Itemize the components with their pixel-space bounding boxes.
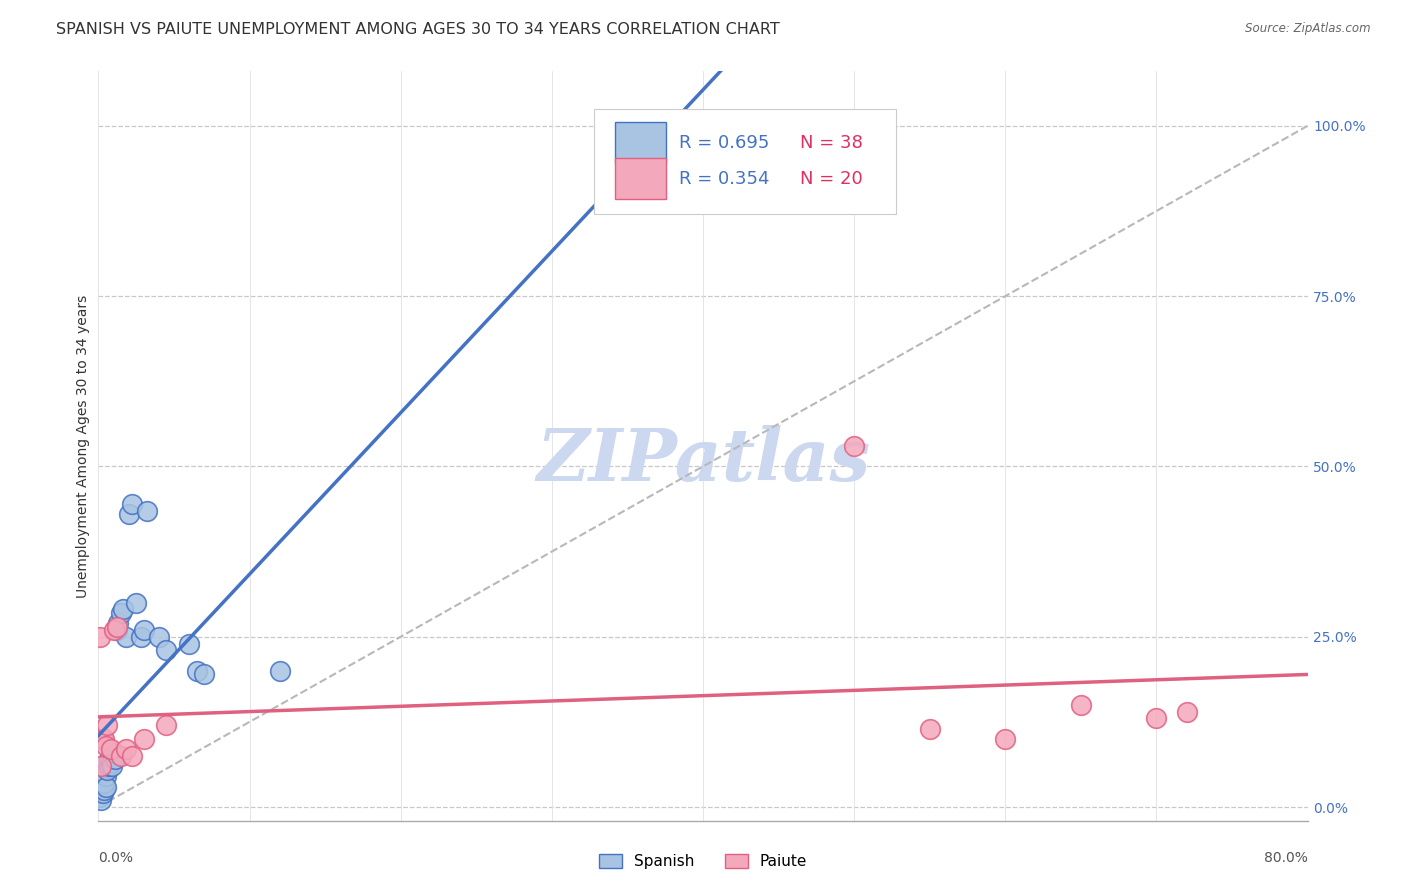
FancyBboxPatch shape [595,109,897,214]
Point [100,742,122,756]
Point [91,772,114,787]
Point [98,752,121,766]
Point [93,731,115,746]
Text: R = 0.695: R = 0.695 [679,134,769,152]
Point [918,722,941,736]
Point [1070,698,1092,712]
Point [96,718,118,732]
Point [103,746,125,760]
Text: SPANISH VS PAIUTE UNEMPLOYMENT AMONG AGES 30 TO 34 YEARS CORRELATION CHART: SPANISH VS PAIUTE UNEMPLOYMENT AMONG AGE… [56,22,780,37]
Point [110,748,132,763]
Text: N = 38: N = 38 [800,134,863,152]
Point [121,497,143,511]
Point [661,119,683,133]
Point [844,439,866,453]
Point [994,731,1017,746]
Point [105,623,128,637]
FancyBboxPatch shape [614,122,665,163]
Point [100,756,122,770]
Point [94,769,117,783]
Y-axis label: Unemployment Among Ages 30 to 34 years: Unemployment Among Ages 30 to 34 years [76,294,90,598]
Point [110,606,132,620]
Point [132,623,155,637]
Point [90,783,112,797]
Point [87,786,110,800]
Text: R = 0.354: R = 0.354 [679,169,769,187]
Point [269,664,291,678]
Text: Source: ZipAtlas.com: Source: ZipAtlas.com [1246,22,1371,36]
Point [103,623,125,637]
Point [111,602,134,616]
Point [125,596,148,610]
Point [90,780,112,794]
Point [91,780,114,794]
Point [98,759,121,773]
Point [90,759,112,773]
Point [155,718,177,732]
Point [94,780,117,794]
Point [114,630,136,644]
Point [107,616,129,631]
Point [132,731,155,746]
Point [148,630,170,644]
Point [118,507,141,521]
Point [89,789,111,804]
Point [105,619,128,633]
Point [129,630,152,644]
Point [114,742,136,756]
Text: 80.0%: 80.0% [1264,851,1308,864]
Text: 0.0%: 0.0% [98,851,134,864]
Point [91,731,114,746]
Point [179,636,201,650]
Point [1144,711,1167,725]
Point [155,643,177,657]
Point [186,664,208,678]
Text: N = 20: N = 20 [800,169,862,187]
Point [94,739,117,753]
Point [104,752,127,766]
Point [90,793,112,807]
Point [193,667,215,681]
Legend: Spanish, Paiute: Spanish, Paiute [592,848,814,875]
Point [89,630,111,644]
Point [91,786,114,800]
Point [135,504,157,518]
Point [93,783,115,797]
Point [121,748,143,763]
Point [89,783,111,797]
Point [96,763,118,777]
Point [101,759,124,773]
Point [1175,705,1198,719]
Point [93,776,115,790]
Text: ZIPatlas: ZIPatlas [536,425,870,497]
FancyBboxPatch shape [614,158,665,199]
